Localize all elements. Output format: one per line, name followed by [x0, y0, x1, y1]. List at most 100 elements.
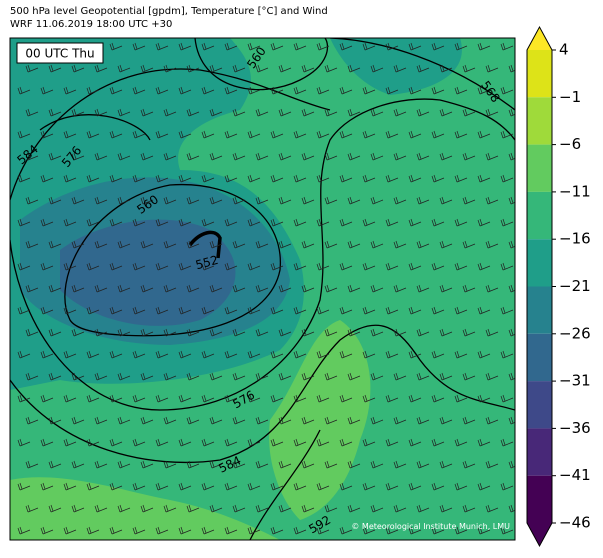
wind-barb [270, 394, 284, 403]
wind-barb [301, 372, 315, 381]
wind-barb [462, 504, 476, 513]
wind-barb [140, 108, 154, 117]
wind-barb [500, 262, 514, 271]
wind-barb [301, 284, 315, 293]
wind-barb [301, 240, 315, 249]
wind-barb [71, 284, 85, 293]
wind-barb [40, 174, 54, 183]
wind-barb [454, 174, 468, 183]
wind-barb [40, 482, 54, 491]
wind-barb [232, 284, 246, 293]
wind-barb [232, 152, 246, 161]
wind-barb [270, 526, 284, 535]
wind-barb [186, 504, 200, 513]
wind-barb [270, 86, 284, 95]
wind-barb [40, 306, 54, 315]
wind-barb [224, 86, 238, 95]
wind-barb [140, 416, 154, 425]
wind-barb [385, 438, 399, 447]
wind-barb [439, 196, 453, 205]
colorbar-label: −1 [559, 88, 581, 106]
wind-barb [224, 438, 238, 447]
wind-barb [508, 152, 515, 161]
wind-barb [500, 86, 514, 95]
wind-barb [86, 482, 100, 491]
wind-barb [339, 526, 353, 535]
colorbar-segment [527, 144, 552, 192]
wind-barb [155, 42, 169, 51]
wind-barb [247, 218, 261, 227]
wind-barb [247, 262, 261, 271]
wind-barb [408, 306, 422, 315]
wind-barb [416, 196, 430, 205]
wind-barb [362, 218, 376, 227]
colorbar-segment [527, 475, 552, 523]
wind-barb [71, 372, 85, 381]
wind-barb [48, 108, 62, 117]
wind-barb [155, 86, 169, 95]
wind-barb [270, 306, 284, 315]
wind-barb [86, 174, 100, 183]
wind-barb [454, 438, 468, 447]
wind-barb [132, 526, 146, 535]
wind-barb [71, 152, 85, 161]
wind-barb [385, 306, 399, 315]
wind-barb [178, 438, 192, 447]
wind-barb [25, 284, 39, 293]
wind-barb [209, 152, 223, 161]
wind-barb [94, 64, 108, 73]
wind-barb [477, 130, 491, 139]
wind-barb [270, 438, 284, 447]
wind-barb [209, 460, 223, 469]
wind-barb [63, 130, 77, 139]
wind-barb [439, 64, 453, 73]
wind-barb [485, 416, 499, 425]
wind-barb [132, 350, 146, 359]
wind-barb [40, 130, 54, 139]
wind-barb [132, 130, 146, 139]
wind-barb [408, 438, 422, 447]
wind-barb [500, 438, 514, 447]
wind-barb [278, 284, 292, 293]
wind-barb [17, 130, 31, 139]
wind-barb [186, 196, 200, 205]
wind-barb [48, 240, 62, 249]
wind-barb [301, 64, 315, 73]
wind-barb [385, 86, 399, 95]
wind-barb [485, 108, 499, 117]
wind-barb [385, 394, 399, 403]
wind-barb [117, 328, 131, 337]
wind-barb [132, 482, 146, 491]
wind-barb [247, 174, 261, 183]
wind-barb [454, 306, 468, 315]
wind-barb [293, 262, 307, 271]
wind-barb [408, 86, 422, 95]
wind-barb [17, 394, 31, 403]
colorbar-segment [527, 239, 552, 287]
wind-barb [316, 438, 330, 447]
wind-barb [224, 174, 238, 183]
wind-barb [393, 64, 407, 73]
wind-barb [163, 240, 177, 249]
wind-barb [178, 394, 192, 403]
wind-barb [86, 526, 100, 535]
wind-barb [25, 328, 39, 337]
wind-barb [324, 108, 338, 117]
wind-barb [117, 460, 131, 469]
wind-barb [270, 42, 284, 51]
wind-barb [293, 438, 307, 447]
wind-barb [278, 152, 292, 161]
wind-barb [500, 482, 514, 491]
wind-barb [439, 284, 453, 293]
wind-barb [431, 42, 445, 51]
wind-barb [155, 262, 169, 271]
wind-barb [462, 152, 476, 161]
wind-barb [347, 64, 361, 73]
wind-barb [293, 42, 307, 51]
wind-barb [485, 152, 499, 161]
colorbar-label: −31 [559, 372, 591, 390]
wind-barb [508, 372, 515, 381]
colorbar-segment [527, 381, 552, 429]
wind-barb [362, 306, 376, 315]
wind-barb [48, 328, 62, 337]
